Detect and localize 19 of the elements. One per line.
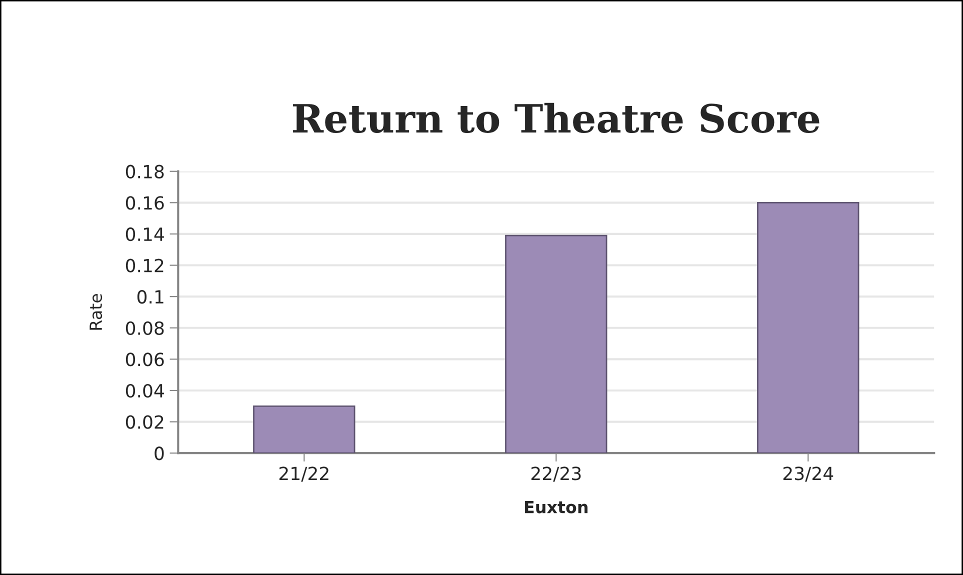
y-tick-label: 0.16 <box>126 196 164 210</box>
y-tick-label: 0.14 <box>126 227 164 242</box>
y-tick-label: 0.02 <box>126 415 164 429</box>
x-tick-label: 21/22 <box>279 466 328 482</box>
y-tick-label: 0.12 <box>126 258 164 272</box>
bar <box>757 202 860 454</box>
x-tick-label: 22/23 <box>531 466 581 482</box>
x-axis-title: Euxton <box>525 500 588 514</box>
y-tick-label: 0.08 <box>126 321 164 335</box>
bar <box>505 234 608 454</box>
y-axis-title: Rate <box>90 294 102 330</box>
y-tick-label: 0.1 <box>137 290 164 304</box>
y-tick-label: 0 <box>154 446 164 460</box>
y-tick-label: 0.06 <box>126 352 164 366</box>
y-tick-label: 0.18 <box>126 164 164 178</box>
x-tick-label: 23/24 <box>783 466 834 482</box>
bar <box>253 405 356 454</box>
chart-title: Return to Theatre Score <box>293 102 820 134</box>
y-tick-label: 0.04 <box>126 384 164 398</box>
